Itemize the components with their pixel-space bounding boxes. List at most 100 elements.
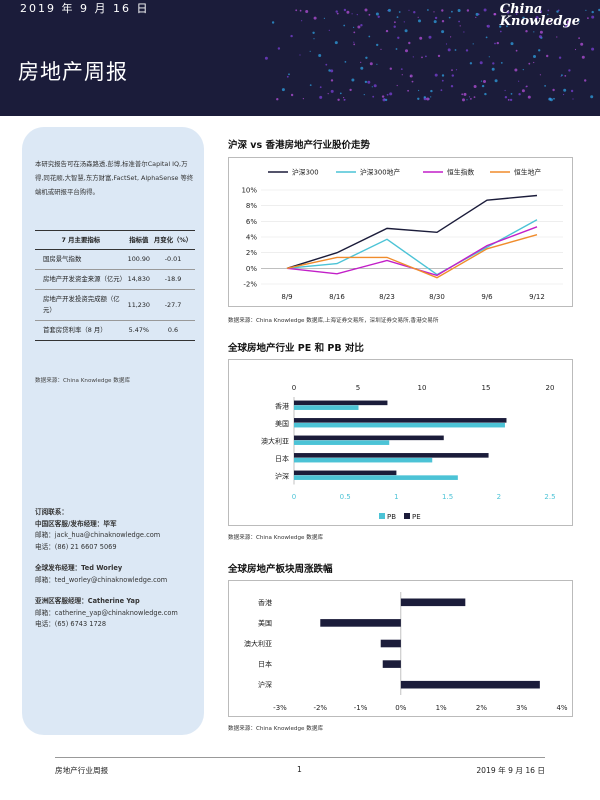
- contact-email[interactable]: 邮箱：jack_hua@chinaknowledge.com: [35, 531, 161, 539]
- header-dot: [547, 9, 550, 12]
- contact-phone: 电话：(65) 6743 1728: [35, 620, 107, 628]
- x-tick-label: 8/30: [429, 293, 445, 301]
- header-dot: [382, 98, 386, 102]
- header-dot: [427, 9, 429, 11]
- header-dot: [477, 13, 480, 16]
- header-dot: [538, 49, 541, 52]
- header-dot: [428, 35, 432, 39]
- pb-axis-label: 0: [292, 493, 296, 501]
- header-dot: [539, 10, 542, 14]
- header-dot: [521, 89, 525, 93]
- category-label: 美国: [258, 618, 272, 627]
- weekly-chart-title: 全球房地产板块周涨跌幅: [228, 564, 333, 575]
- header-dot: [473, 96, 476, 98]
- header-dot: [440, 89, 443, 92]
- header-dot: [299, 9, 302, 12]
- header-dot: [527, 95, 531, 99]
- header-dot: [539, 30, 543, 34]
- pb-bar: [294, 422, 505, 428]
- header-dot: [394, 21, 396, 24]
- table-cell: 房地产开发资金来源（亿元）: [35, 269, 127, 290]
- page-number: 1: [297, 765, 302, 774]
- table-cell: 11,230: [126, 289, 151, 321]
- contact-email[interactable]: 邮箱：catherine_yap@chinaknowledge.com: [35, 608, 178, 617]
- header-dot: [463, 31, 465, 33]
- header-dot: [486, 24, 490, 28]
- header-dot: [337, 98, 340, 102]
- header-dot: [276, 98, 279, 101]
- pb-axis-label: 1.5: [442, 493, 453, 501]
- header-dot: [368, 35, 371, 38]
- header-dot: [364, 80, 368, 84]
- category-label: 香港: [275, 401, 289, 410]
- header-dot: [475, 12, 479, 16]
- header-dot: [343, 98, 346, 101]
- header-dot: [485, 36, 488, 39]
- contact-email[interactable]: 邮箱：ted_worley@chinaknowledge.com: [35, 575, 168, 584]
- category-label: 沪深: [258, 680, 272, 689]
- pe-axis-label: 10: [418, 384, 427, 392]
- header-dot: [437, 54, 441, 58]
- pb-axis-label: 2: [497, 493, 501, 501]
- pb-bar: [294, 475, 458, 480]
- header-dot: [417, 16, 419, 18]
- header-dot: [313, 38, 315, 40]
- pe-axis-label: 0: [292, 384, 296, 392]
- header-dot: [563, 88, 567, 92]
- header-dot: [343, 24, 346, 27]
- change-bar: [380, 639, 401, 648]
- header-dot: [357, 25, 361, 29]
- category-label: 香港: [258, 598, 272, 607]
- header-dot: [533, 61, 535, 64]
- header-dot: [396, 16, 399, 18]
- x-tick-label: -1%: [354, 704, 368, 712]
- header-dot: [473, 85, 477, 88]
- header-dot: [581, 55, 585, 59]
- header-dot: [367, 80, 371, 84]
- header-dot: [385, 29, 389, 33]
- pe-bar: [294, 400, 388, 406]
- header-dot: [461, 93, 464, 96]
- header-date: 2019 年 9 月 16 日: [20, 2, 150, 15]
- header-dot: [509, 98, 513, 102]
- header-dot: [408, 9, 410, 11]
- category-label: 美国: [275, 419, 289, 428]
- pe-bar: [294, 435, 444, 441]
- header-dot: [423, 96, 426, 99]
- category-label: 日本: [258, 660, 272, 669]
- header-dot: [319, 95, 323, 99]
- header-dot: [496, 41, 499, 45]
- header-dot: [533, 55, 536, 58]
- table-header-row: 7 月主要指标 指标值 月变化（%）: [35, 230, 195, 250]
- contact-group: 订阅联系：: [35, 507, 200, 519]
- header-dot: [484, 92, 487, 96]
- header-dot: [376, 43, 379, 47]
- header-dot: [277, 47, 281, 50]
- line-chart-source: 数据来源：China Knowledge 数据库,上海证券交易所，深圳证券交易所…: [228, 318, 439, 324]
- header-dot: [360, 61, 362, 64]
- header-dot: [413, 11, 416, 14]
- sidebar-panel: 本研究报告可在汤森路透,彭博,标准普尔Capital IQ,万得,同花顺,大智慧…: [22, 127, 204, 735]
- x-tick-label: 0%: [395, 704, 406, 712]
- header-dot: [393, 25, 396, 28]
- header-dot: [377, 15, 380, 18]
- header-dot: [356, 14, 358, 16]
- header-dot: [327, 93, 329, 95]
- header-dot: [398, 11, 401, 13]
- header-dot: [389, 67, 392, 70]
- header-dot: [525, 86, 527, 88]
- header-dot: [290, 93, 294, 97]
- header-dot: [578, 21, 581, 23]
- header-dot: [433, 11, 435, 13]
- pb-axis-label: 1: [394, 493, 398, 501]
- header-dot: [450, 36, 452, 38]
- header-dot: [328, 69, 331, 72]
- header-dot: [441, 79, 444, 82]
- table-cell: 5.47%: [126, 320, 151, 341]
- header-dot: [386, 93, 389, 96]
- header-dot: [433, 20, 437, 24]
- header-dot: [434, 73, 438, 77]
- header-dot: [404, 29, 408, 33]
- header-dot: [538, 35, 542, 39]
